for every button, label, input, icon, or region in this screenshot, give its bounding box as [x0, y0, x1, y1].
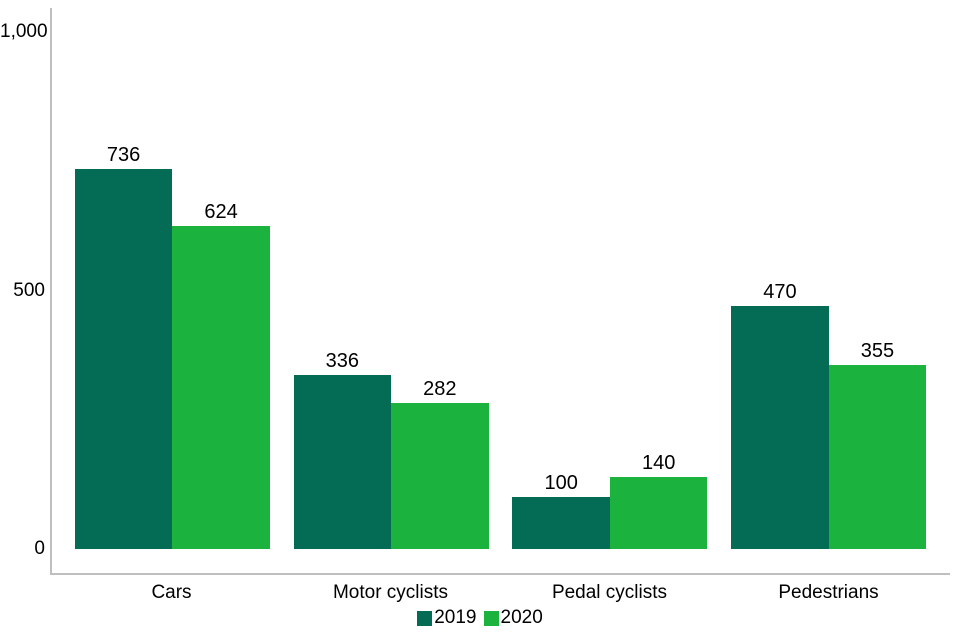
bar-value-label: 624 [204, 201, 238, 224]
bar-column: 282 [391, 32, 489, 549]
y-axis-line [50, 8, 52, 574]
bar-2019 [512, 497, 610, 549]
bar-value-label: 470 [763, 281, 797, 304]
legend-label: 2019 [434, 607, 477, 628]
plot-area: 736 624 336 282 100 140 470 355 [51, 32, 950, 549]
bar-column: 336 [293, 32, 392, 549]
category-axis-labels: Cars Motor cyclists Pedal cyclists Pedestri… [50, 582, 950, 604]
bar-value-label: 100 [544, 472, 578, 495]
bar-2020 [828, 365, 927, 549]
legend-label: 2020 [500, 607, 543, 628]
y-tick-label: 0 [34, 538, 45, 559]
bar-column: 100 [512, 32, 610, 549]
bar-column: 736 [74, 32, 173, 549]
bar-value-label: 736 [106, 143, 141, 166]
bar-group-cars: 736 624 [74, 32, 270, 549]
category-label: Cars [151, 582, 192, 603]
bar-group-pedal-cyclists: 100 140 [512, 32, 708, 549]
bar-2019 [731, 306, 829, 549]
bar-column: 140 [609, 32, 708, 549]
bar-value-label: 140 [641, 451, 676, 474]
legend-swatch-2019 [417, 610, 433, 626]
y-tick-label: 500 [13, 279, 45, 301]
legend-swatch-2020 [483, 610, 499, 626]
bar-value-label: 282 [423, 378, 457, 401]
bar-value-label: 355 [860, 340, 895, 363]
legend-item-2019: 2019 [417, 607, 477, 629]
bar-column: 470 [731, 32, 829, 549]
legend-item-2020: 2020 [483, 607, 543, 629]
y-tick-label: 1,000 [0, 21, 48, 42]
bar-2019 [293, 375, 392, 549]
bar-column: 355 [828, 32, 927, 549]
x-axis-line [50, 573, 950, 575]
bar-column: 624 [172, 32, 270, 549]
category-label: Pedal cyclists [551, 582, 668, 603]
category-label: Pedestrians [778, 582, 879, 603]
bar-2020 [391, 403, 489, 549]
bar-2020 [172, 226, 270, 549]
category-label: Motor cyclists [332, 582, 449, 603]
bar-group-motor-cyclists: 336 282 [293, 32, 489, 549]
legend: 2019 2020 [0, 607, 960, 629]
bar-2019 [74, 168, 173, 549]
bar-2020 [609, 476, 708, 549]
bar-group-pedestrians: 470 355 [731, 32, 927, 549]
bar-value-label: 336 [325, 350, 360, 373]
